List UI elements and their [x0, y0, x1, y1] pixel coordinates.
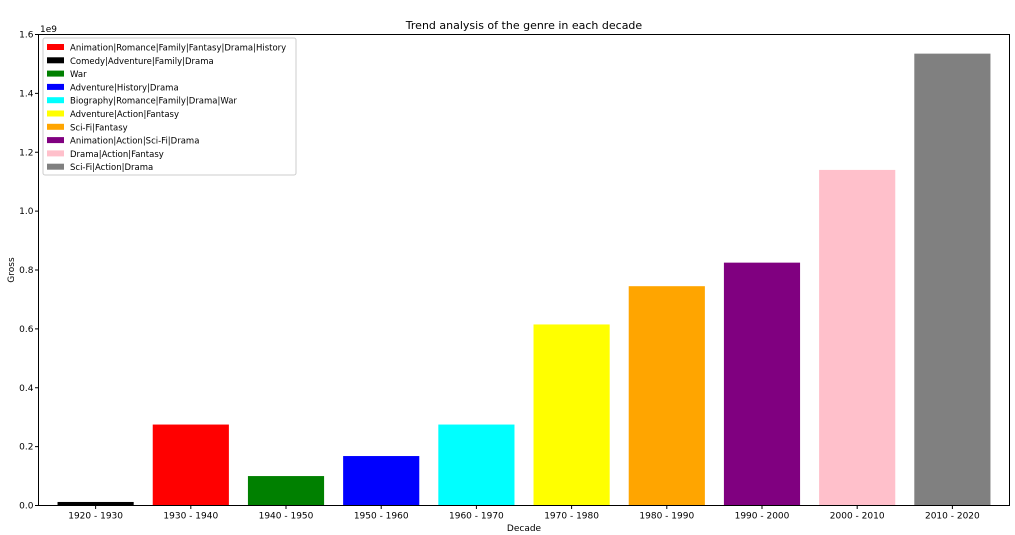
- y-tick-label: 0.6: [19, 325, 34, 335]
- legend-label: Animation|Romance|Family|Fantasy|Drama|H…: [70, 44, 286, 54]
- y-tick-label: 1.6: [19, 31, 34, 41]
- legend-frame: [42, 37, 297, 176]
- x-tick-label: 1920 - 1930: [68, 512, 123, 522]
- bar-10: [914, 53, 991, 506]
- bars-group: [57, 53, 991, 506]
- legend-label: War: [70, 70, 87, 80]
- x-tick-label: 1980 - 1990: [639, 512, 694, 522]
- y-tick-label: 1.4: [19, 89, 34, 99]
- legend-swatch: [47, 83, 64, 90]
- plot-frame: [38, 34, 1010, 506]
- legend-label: Animation|Action|Sci-Fi|Drama: [70, 137, 199, 147]
- x-tick-label: 2000 - 2010: [830, 512, 885, 522]
- bar-7: [628, 286, 705, 506]
- y-tick-label: 0.4: [19, 384, 34, 394]
- x-tick-label: 1970 - 1980: [544, 512, 599, 522]
- y-tick-label: 0.8: [19, 266, 34, 276]
- y-tick-label: 0.2: [19, 443, 33, 453]
- legend: Animation|Romance|Family|Fantasy|Drama|H…: [42, 37, 297, 176]
- x-tick-label: 1960 - 1970: [449, 512, 504, 522]
- legend-swatch: [47, 163, 64, 170]
- chart-title: Trend analysis of the genre in each deca…: [405, 19, 643, 32]
- x-tick-label: 1940 - 1950: [259, 512, 314, 522]
- legend-swatch: [47, 44, 64, 50]
- legend-label: Adventure|Action|Fantasy: [70, 110, 179, 120]
- bar-4: [343, 456, 420, 506]
- legend-swatch: [47, 123, 64, 130]
- legend-label: Drama|Action|Fantasy: [70, 150, 164, 160]
- legend-swatch: [47, 150, 64, 157]
- x-tick-label: 1930 - 1940: [163, 512, 218, 522]
- bar-1: [57, 501, 134, 506]
- bar-9: [819, 169, 896, 506]
- legend-label: Comedy|Adventure|Family|Drama: [70, 57, 214, 67]
- legend-swatch: [47, 97, 64, 104]
- x-tick-label: 2010 - 2020: [925, 512, 980, 522]
- y-tick-label: 0.0: [19, 502, 34, 512]
- bar-5: [438, 424, 515, 506]
- bar-2: [152, 424, 229, 506]
- y-tick-label: 1.2: [19, 148, 33, 158]
- y-offset-text: 1e9: [40, 25, 57, 35]
- legend-swatch: [47, 110, 64, 117]
- bar-6: [533, 324, 610, 506]
- x-tick-label: 1990 - 2000: [735, 512, 790, 522]
- x-tick-label: 1950 - 1960: [354, 512, 409, 522]
- legend-swatch: [47, 57, 64, 64]
- legend-swatch: [47, 70, 64, 77]
- legend-label: Sci-Fi|Fantasy: [70, 123, 128, 133]
- legend-label: Biography|Romance|Family|Drama|War: [70, 97, 237, 107]
- x-axis-label: Decade: [507, 524, 542, 534]
- legend-label: Sci-Fi|Action|Drama: [70, 163, 153, 173]
- x-ticks-group: 1920 - 1930 1930 - 1940 1940 - 1950 1950 - …: [68, 505, 980, 522]
- y-tick-label: 1.0: [19, 207, 34, 217]
- y-axis-label: Gross: [7, 257, 17, 283]
- legend-swatch: [47, 137, 64, 144]
- bar-3: [247, 476, 325, 506]
- y-ticks-group: 0.0 0.2 0.4 0.6 0.8 1.0 1.2 1.4 1.6: [19, 31, 39, 512]
- bar-8: [723, 262, 801, 506]
- legend-label: Adventure|History|Drama: [70, 83, 179, 93]
